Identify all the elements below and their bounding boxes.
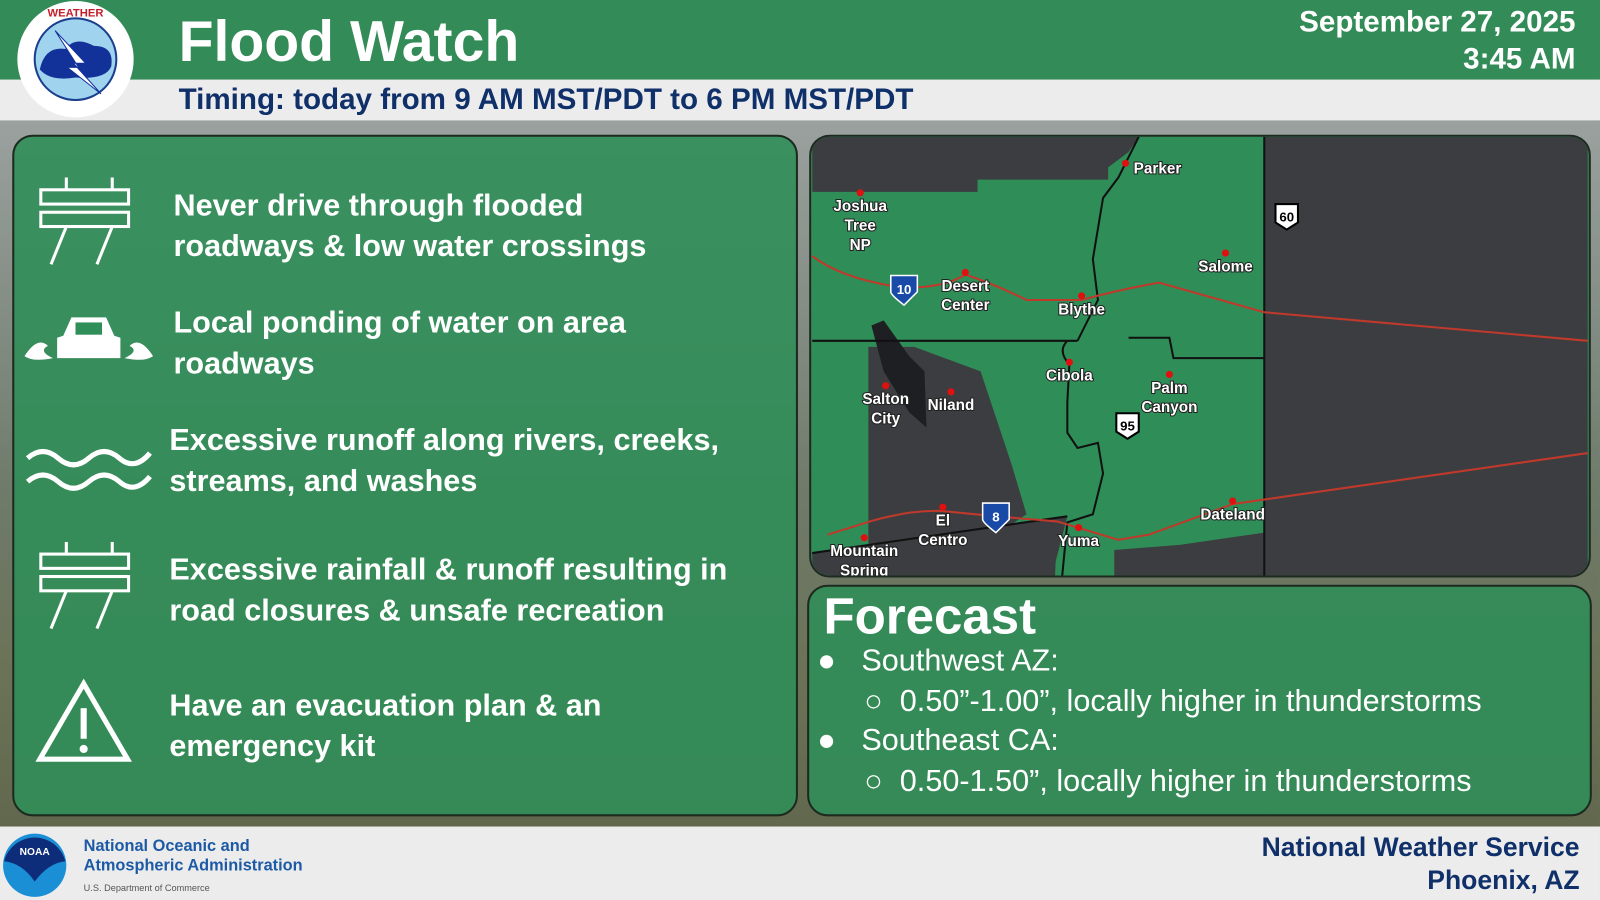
- city-dot: [860, 534, 868, 542]
- svg-text:NOAA: NOAA: [20, 847, 51, 858]
- city-dot: [1229, 497, 1237, 505]
- city-dot: [961, 268, 969, 277]
- warning-triangle-icon: [35, 678, 132, 762]
- svg-text:8: 8: [992, 509, 999, 524]
- city-label: Mountain Spring: [830, 543, 898, 575]
- forecast-heading: Forecast: [823, 587, 1037, 645]
- salton-sea: [871, 320, 927, 428]
- rain-amount: 0.50”-1.00”, locally higher in thunderst…: [899, 684, 1482, 719]
- impact-text: streams, and washes: [169, 464, 478, 498]
- impact-text: Never drive through flooded: [173, 188, 584, 223]
- forecast-region: ● Southwest AZ:: [817, 643, 1059, 678]
- highway-shields: 10 8 95 60: [890, 203, 1299, 534]
- map-canvas: Parker Joshua Tree NP Desert Center Blythe Salo…: [811, 136, 1588, 576]
- city-label: Palm Canyon: [1141, 380, 1197, 416]
- impact-text: emergency kit: [169, 729, 376, 764]
- interstate-10-shield-icon: 10: [890, 274, 919, 307]
- city-label: Salton City: [862, 391, 909, 427]
- office-name: National Weather Service Phoenix, AZ: [1262, 831, 1580, 896]
- city-dot: [882, 382, 890, 390]
- impact-text: Excessive rainfall & runoff resulting in: [169, 553, 728, 587]
- city-label: Joshua Tree NP: [833, 198, 887, 254]
- water-waves-icon: [25, 448, 152, 491]
- watch-timing: Timing: today from 9 AM MST/PDT to 6 PM …: [178, 83, 914, 117]
- road-barrier-icon: [39, 541, 131, 630]
- timing-band: [0, 79, 1600, 121]
- region-name: Southeast CA:: [861, 723, 1059, 758]
- noaa-line1: National Oceanic and: [83, 837, 250, 856]
- impact-text: Local ponding of water on area: [173, 306, 626, 340]
- forecast-region: ● Southeast CA:: [817, 723, 1059, 758]
- city-label: Desert Center: [941, 278, 989, 314]
- city-label: Yuma: [1058, 533, 1099, 550]
- city-dot: [1065, 358, 1073, 366]
- city-dot: [939, 503, 947, 511]
- city-dot: [1221, 249, 1230, 257]
- forecast-panel: Forecast ● Southwest AZ: ○ 0.50”-1.00”, …: [807, 584, 1592, 817]
- office-line1: National Weather Service: [1261, 831, 1580, 863]
- interstate-8-shield-icon: 8: [981, 502, 1010, 534]
- city-label: Dateland: [1200, 506, 1265, 523]
- svg-text:95: 95: [1120, 419, 1135, 434]
- impacts-panel: Never drive through flooded roadways & lo…: [12, 134, 798, 817]
- footer: NOAA National Oceanic and Atmospheric Ad…: [0, 826, 1600, 900]
- page-title: Flood Watch: [178, 9, 520, 74]
- noaa-dept: U.S. Department of Commerce: [83, 882, 210, 893]
- city-label: Parker: [1134, 160, 1182, 177]
- svg-text:WEATHER: WEATHER: [48, 7, 104, 19]
- watch-area-map: Parker Joshua Tree NP Desert Center Blythe Salo…: [809, 134, 1591, 578]
- city-dot: [1078, 292, 1086, 300]
- city-dot: [1074, 523, 1083, 532]
- office-line2: Phoenix, AZ: [1427, 864, 1580, 895]
- boundaries: [812, 136, 1266, 576]
- car-flooding-icon: [24, 317, 154, 360]
- noaa-line2: Atmospheric Administration: [83, 857, 303, 875]
- region-name: Southwest AZ:: [861, 643, 1059, 678]
- impact-text: roadways & low water crossings: [173, 229, 647, 264]
- impact-text: road closures & unsafe recreation: [169, 593, 665, 628]
- svg-text:10: 10: [897, 282, 912, 297]
- noaa-name: National Oceanic and Atmospheric Adminis…: [84, 837, 303, 898]
- us-route-95-shield-icon: 95: [1115, 412, 1140, 440]
- impact-text: Have an evacuation plan & an: [169, 688, 602, 723]
- svg-text:60: 60: [1279, 209, 1294, 224]
- issuance-datetime: September 27, 2025 3:45 AM: [1299, 4, 1575, 77]
- impact-text: Excessive runoff along rivers, creeks,: [169, 423, 719, 458]
- city-label: Blythe: [1058, 301, 1105, 318]
- city-label: Salome: [1198, 258, 1252, 275]
- forecast-amount: ○ 0.50”-1.00”, locally higher in thunder…: [864, 684, 1482, 719]
- rain-amount: 0.50-1.50”, locally higher in thundersto…: [899, 764, 1472, 798]
- forecast-amount: ○ 0.50-1.50”, locally higher in thunders…: [864, 764, 1472, 798]
- impact-text: roadways: [173, 346, 315, 381]
- us-route-60-shield-icon: 60: [1274, 203, 1299, 231]
- noaa-logo: NOAA: [3, 833, 67, 897]
- city-label: El Centro: [918, 513, 967, 549]
- city-label: Niland: [928, 397, 975, 414]
- issue-time: 3:45 AM: [1463, 42, 1576, 76]
- header-bar: [0, 0, 1600, 80]
- city-dot: [947, 388, 955, 396]
- city-markers: Parker Joshua Tree NP Desert Center Blythe Salo…: [829, 159, 1266, 575]
- issue-date: September 27, 2025: [1299, 6, 1576, 39]
- city-label: Cibola: [1046, 368, 1093, 385]
- road-barrier-icon: [39, 177, 131, 265]
- nws-logo: WEATHER: [17, 1, 134, 118]
- city-dot: [1121, 159, 1130, 167]
- city-dot: [856, 189, 864, 197]
- city-dot: [1165, 370, 1173, 379]
